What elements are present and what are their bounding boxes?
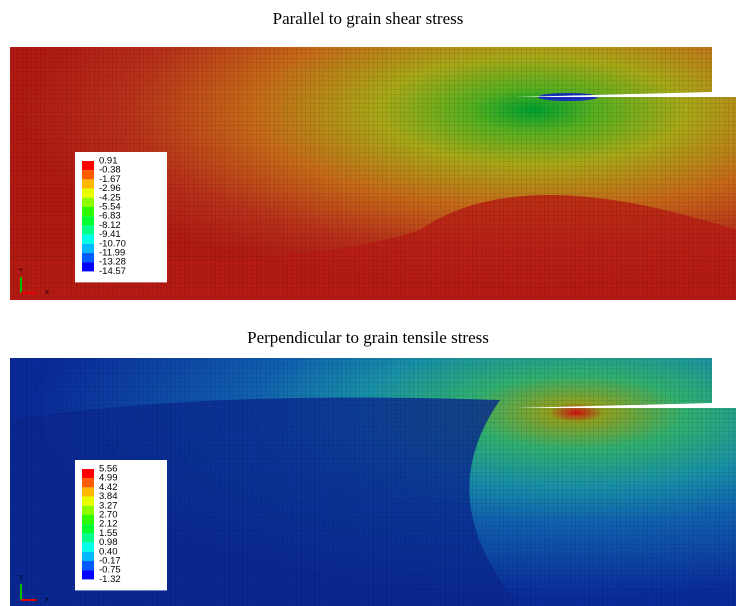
legend-swatch [82,225,94,234]
legend-swatch [82,570,94,579]
legend-swatch [82,179,94,188]
legend-swatch [82,253,94,262]
legend-swatch [82,161,94,170]
legend-swatch [82,235,94,244]
legend-swatch [82,515,94,524]
triad-label: Y [19,576,23,582]
legend-swatch [82,543,94,552]
legend-swatch [82,189,94,198]
panel-title: Perpendicular to grain tensile stress [247,328,489,347]
legend-swatch [82,487,94,496]
legend-swatch [82,552,94,561]
legend-swatch [82,244,94,253]
legend-swatch [82,506,94,515]
legend-label: -14.57 [99,266,126,277]
triad-label: Y [19,269,23,275]
legend-swatch [82,207,94,216]
legend-swatch [82,216,94,225]
panel-title: Parallel to grain shear stress [273,9,464,28]
legend-swatch [82,524,94,533]
legend-swatch [82,170,94,179]
legend-swatch [82,561,94,570]
legend-swatch [82,497,94,506]
legend-label: -1.32 [99,574,121,585]
legend-swatch [82,478,94,487]
figure: Parallel to grain shear stress Perpendic… [0,0,736,606]
triad-label: X [45,598,49,604]
triad-label: X [45,291,49,297]
legend-swatch [82,533,94,542]
legend-swatch [82,198,94,207]
legend-swatch [82,469,94,478]
legend-swatch [82,262,94,271]
